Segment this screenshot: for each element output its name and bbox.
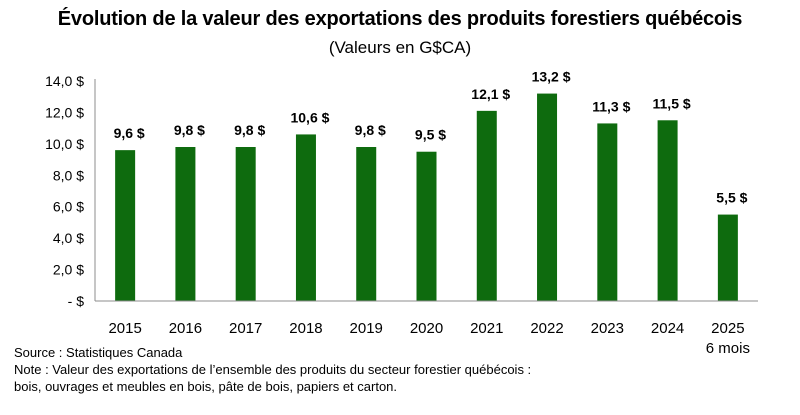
bar bbox=[657, 120, 678, 302]
bar bbox=[717, 214, 738, 301]
data-label: 9,6 $ bbox=[114, 125, 145, 141]
bars: 9,6 $ 9,8 $ 9,8 $ 10,6 $ 9,8 $ 9,5 $ 12,1 $ 13,… bbox=[114, 69, 748, 302]
x-tick-label: 2016 bbox=[169, 320, 202, 337]
data-label: 13,2 $ bbox=[532, 69, 571, 85]
y-axis: - $ 2,0 $ 4,0 $ 6,0 $ 8,0 $ 10,0 $ 12,0 $ 14,0 … bbox=[45, 73, 96, 309]
data-label: 5,5 $ bbox=[716, 190, 747, 206]
y-tick-label: 6,0 $ bbox=[53, 199, 84, 215]
data-label: 10,6 $ bbox=[290, 109, 329, 125]
x-tick-label: 2023 bbox=[591, 320, 624, 337]
bar bbox=[295, 134, 316, 301]
y-tick-label: 8,0 $ bbox=[53, 167, 84, 183]
x-tick-label: 2019 bbox=[350, 320, 383, 337]
x-tick-label: 2024 bbox=[651, 320, 684, 337]
x-tick-label: 2015 bbox=[108, 320, 141, 337]
x-tick-label: 2018 bbox=[289, 320, 322, 337]
y-tick-label: 12,0 $ bbox=[45, 104, 84, 120]
data-label: 12,1 $ bbox=[471, 86, 510, 102]
y-tick-label: - $ bbox=[68, 293, 85, 309]
bar bbox=[115, 150, 136, 301]
x-tick-label: 2020 bbox=[410, 320, 443, 337]
x-tick-sublabel: 6 mois bbox=[706, 340, 750, 357]
data-label: 9,5 $ bbox=[415, 127, 446, 143]
bar bbox=[537, 93, 558, 301]
data-label: 11,5 $ bbox=[653, 95, 691, 111]
footnotes: Source : Statistiques Canada Note : Vale… bbox=[14, 344, 531, 395]
y-tick-label: 14,0 $ bbox=[45, 73, 84, 89]
bar bbox=[476, 110, 497, 301]
x-tick-label: 2017 bbox=[229, 320, 262, 337]
chart-title: Évolution de la valeur des exportations … bbox=[57, 8, 743, 30]
x-tick-label: 2021 bbox=[470, 320, 503, 337]
x-tick-label: 2022 bbox=[530, 320, 563, 337]
bar bbox=[597, 123, 618, 301]
data-label: 9,8 $ bbox=[234, 122, 265, 138]
y-tick-label: 4,0 $ bbox=[53, 230, 84, 246]
y-tick-label: 2,0 $ bbox=[53, 262, 84, 278]
note-line-2: bois, ouvrages et meubles en bois, pâte … bbox=[14, 379, 398, 394]
source-note: Source : Statistiques Canada bbox=[14, 345, 183, 360]
bar bbox=[175, 147, 196, 301]
bar bbox=[235, 147, 256, 301]
bar bbox=[416, 151, 437, 301]
x-axis: 2015 2016 2017 2018 2019 2020 2021 2022 2023 2024… bbox=[95, 300, 758, 357]
bar bbox=[356, 147, 377, 301]
y-tick-label: 10,0 $ bbox=[45, 136, 84, 152]
data-label: 11,3 $ bbox=[592, 98, 630, 114]
note-line-1: Note : Valeur des exportations de l’ense… bbox=[14, 362, 532, 377]
data-label: 9,8 $ bbox=[355, 122, 386, 138]
x-tick-label: 2025 bbox=[711, 320, 744, 337]
data-label: 9,8 $ bbox=[174, 122, 205, 138]
chart-subtitle: (Valeurs en G$CA) bbox=[328, 38, 472, 57]
